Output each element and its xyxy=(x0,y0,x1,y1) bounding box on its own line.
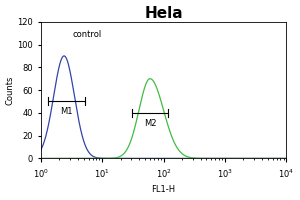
Title: Hela: Hela xyxy=(144,6,183,21)
Text: control: control xyxy=(73,30,102,39)
X-axis label: FL1-H: FL1-H xyxy=(152,185,176,194)
Text: M2: M2 xyxy=(144,119,156,128)
Text: M1: M1 xyxy=(60,107,73,116)
Y-axis label: Counts: Counts xyxy=(6,75,15,105)
